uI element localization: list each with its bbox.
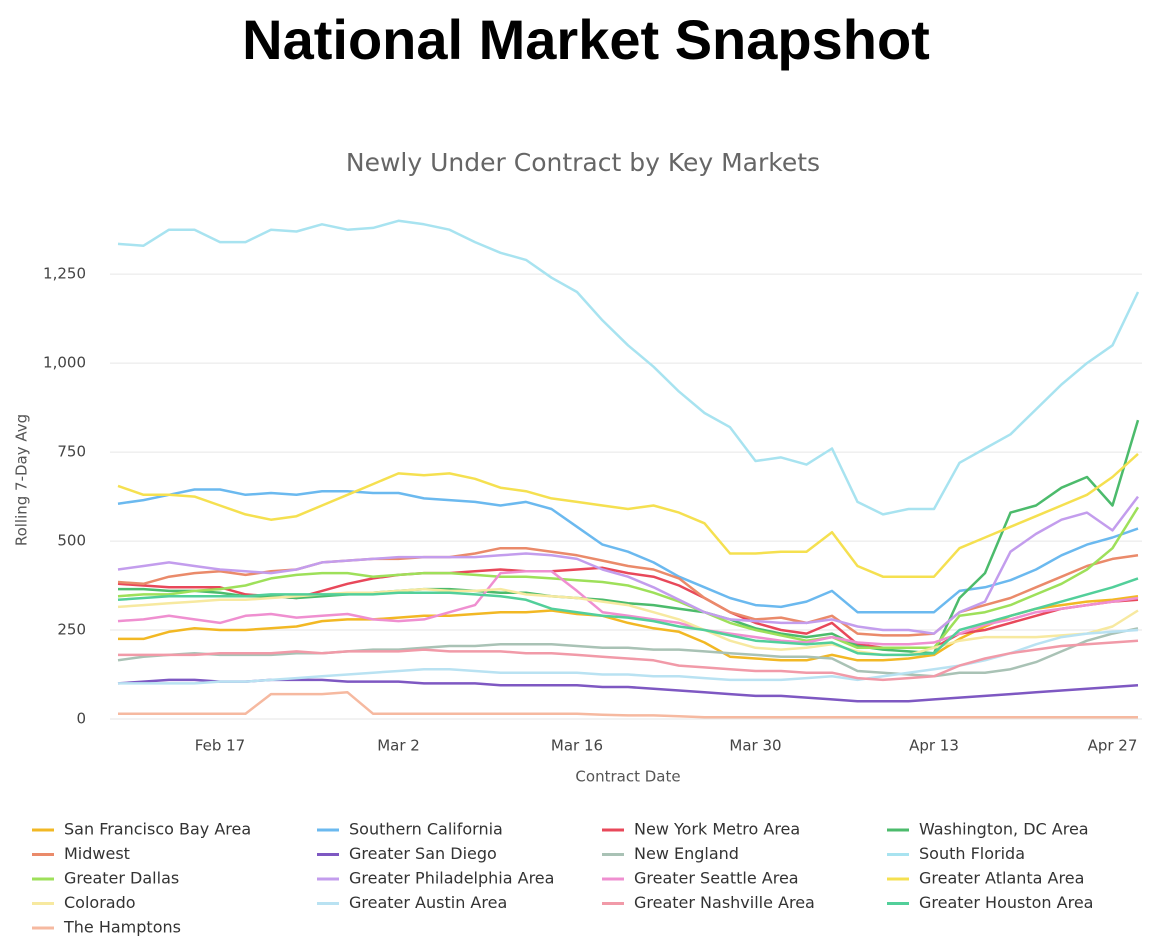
series-line — [117, 678, 1139, 703]
y-tick-label: 1,000 — [43, 354, 86, 372]
legend-label: Greater Dallas — [64, 869, 179, 888]
x-tick-label: Mar 30 — [729, 737, 781, 755]
x-tick-label: Mar 2 — [377, 737, 420, 755]
legend-label: Greater Philadelphia Area — [349, 869, 554, 888]
legend-label: New England — [634, 844, 739, 863]
series-line — [117, 452, 1139, 578]
y-tick-label: 500 — [57, 532, 86, 550]
x-axis-label: Contract Date — [575, 768, 680, 786]
y-tick-label: 0 — [76, 710, 86, 728]
series-line — [117, 577, 1139, 657]
legend-label: South Florida — [919, 844, 1025, 863]
legend-label: Colorado — [64, 893, 136, 912]
legend-label: Greater Seattle Area — [634, 869, 799, 888]
x-tick-label: Mar 16 — [551, 737, 603, 755]
series-line — [117, 506, 1140, 650]
page-title: National Market Snapshot — [242, 8, 930, 71]
legend-label: Greater Austin Area — [349, 893, 507, 912]
y-axis-label: Rolling 7-Day Avg — [13, 414, 31, 546]
series-line — [117, 566, 1139, 650]
legend-label: New York Metro Area — [634, 820, 800, 839]
legend-label: Greater Atlanta Area — [919, 869, 1084, 888]
y-tick-label: 1,250 — [43, 265, 86, 283]
x-tick-label: Apr 27 — [1088, 737, 1138, 755]
series-line — [117, 587, 1139, 657]
series-line — [118, 639, 1139, 682]
legend-label: Greater Houston Area — [919, 893, 1093, 912]
y-tick-label: 750 — [57, 443, 86, 461]
series-line — [117, 570, 1139, 646]
series-line — [118, 691, 1138, 719]
legend-label: San Francisco Bay Area — [64, 820, 251, 839]
series-line — [117, 219, 1140, 516]
legend-label: Greater San Diego — [349, 844, 497, 863]
x-tick-label: Apr 13 — [909, 737, 959, 755]
legend-label: Southern California — [349, 820, 503, 839]
series-line — [117, 495, 1139, 635]
legend-label: Midwest — [64, 844, 130, 863]
legend-label: Washington, DC Area — [919, 820, 1089, 839]
x-tick-label: Feb 17 — [195, 737, 245, 755]
series-line — [118, 594, 1139, 662]
y-tick-label: 250 — [57, 621, 86, 639]
legend-label: The Hamptons — [63, 918, 181, 937]
chart-title: Newly Under Contract by Key Markets — [346, 148, 820, 177]
series-line — [117, 627, 1139, 678]
legend-label: Greater Nashville Area — [634, 893, 815, 912]
